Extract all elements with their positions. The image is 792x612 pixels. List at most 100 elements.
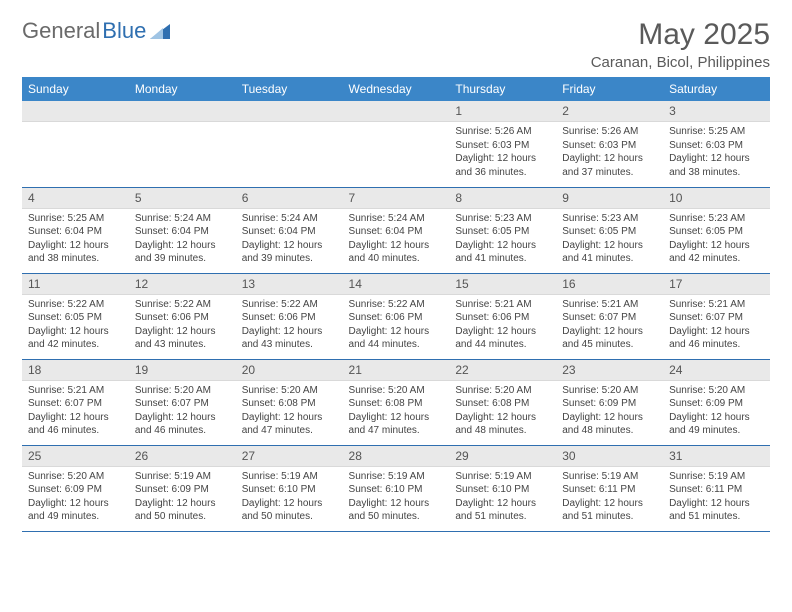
sunrise-line: Sunrise: 5:19 AM	[669, 470, 764, 484]
day-number	[343, 101, 450, 122]
calendar-cell: 23Sunrise: 5:20 AMSunset: 6:09 PMDayligh…	[556, 359, 663, 445]
calendar-week: 11Sunrise: 5:22 AMSunset: 6:05 PMDayligh…	[22, 273, 770, 359]
calendar-week: 18Sunrise: 5:21 AMSunset: 6:07 PMDayligh…	[22, 359, 770, 445]
day-body: Sunrise: 5:23 AMSunset: 6:05 PMDaylight:…	[556, 209, 663, 270]
day-number: 10	[663, 188, 770, 209]
sunrise-line: Sunrise: 5:23 AM	[455, 212, 550, 226]
month-title: May 2025	[591, 18, 770, 52]
sunset-line: Sunset: 6:03 PM	[455, 139, 550, 153]
brand-part1: General	[22, 18, 100, 44]
brand-part2: Blue	[102, 18, 146, 44]
calendar-cell: 31Sunrise: 5:19 AMSunset: 6:11 PMDayligh…	[663, 445, 770, 531]
day-body: Sunrise: 5:24 AMSunset: 6:04 PMDaylight:…	[343, 209, 450, 270]
calendar-cell	[129, 101, 236, 187]
day-body: Sunrise: 5:19 AMSunset: 6:10 PMDaylight:…	[449, 467, 556, 528]
day-number	[236, 101, 343, 122]
sunrise-line: Sunrise: 5:26 AM	[455, 125, 550, 139]
day-body: Sunrise: 5:20 AMSunset: 6:09 PMDaylight:…	[556, 381, 663, 442]
daylight-line: Daylight: 12 hours and 38 minutes.	[669, 152, 764, 179]
sunset-line: Sunset: 6:05 PM	[669, 225, 764, 239]
day-number: 14	[343, 274, 450, 295]
day-body: Sunrise: 5:25 AMSunset: 6:04 PMDaylight:…	[22, 209, 129, 270]
sunset-line: Sunset: 6:08 PM	[455, 397, 550, 411]
day-body: Sunrise: 5:22 AMSunset: 6:06 PMDaylight:…	[129, 295, 236, 356]
calendar-cell: 12Sunrise: 5:22 AMSunset: 6:06 PMDayligh…	[129, 273, 236, 359]
day-number: 29	[449, 446, 556, 467]
sunrise-line: Sunrise: 5:20 AM	[349, 384, 444, 398]
sunset-line: Sunset: 6:09 PM	[669, 397, 764, 411]
day-body: Sunrise: 5:21 AMSunset: 6:06 PMDaylight:…	[449, 295, 556, 356]
sunrise-line: Sunrise: 5:20 AM	[562, 384, 657, 398]
sunset-line: Sunset: 6:09 PM	[135, 483, 230, 497]
sunrise-line: Sunrise: 5:22 AM	[28, 298, 123, 312]
daylight-line: Daylight: 12 hours and 48 minutes.	[455, 411, 550, 438]
sunset-line: Sunset: 6:06 PM	[455, 311, 550, 325]
daylight-line: Daylight: 12 hours and 48 minutes.	[562, 411, 657, 438]
day-number: 25	[22, 446, 129, 467]
sunrise-line: Sunrise: 5:24 AM	[242, 212, 337, 226]
day-number: 28	[343, 446, 450, 467]
calendar-cell: 1Sunrise: 5:26 AMSunset: 6:03 PMDaylight…	[449, 101, 556, 187]
day-number: 16	[556, 274, 663, 295]
calendar-week: 4Sunrise: 5:25 AMSunset: 6:04 PMDaylight…	[22, 187, 770, 273]
weekday-header: Monday	[129, 77, 236, 101]
daylight-line: Daylight: 12 hours and 37 minutes.	[562, 152, 657, 179]
weekday-header: Sunday	[22, 77, 129, 101]
day-number: 4	[22, 188, 129, 209]
day-body: Sunrise: 5:22 AMSunset: 6:06 PMDaylight:…	[236, 295, 343, 356]
sunset-line: Sunset: 6:05 PM	[28, 311, 123, 325]
daylight-line: Daylight: 12 hours and 43 minutes.	[135, 325, 230, 352]
weekday-header: Saturday	[663, 77, 770, 101]
daylight-line: Daylight: 12 hours and 49 minutes.	[28, 497, 123, 524]
day-body: Sunrise: 5:22 AMSunset: 6:05 PMDaylight:…	[22, 295, 129, 356]
sunset-line: Sunset: 6:09 PM	[28, 483, 123, 497]
daylight-line: Daylight: 12 hours and 47 minutes.	[349, 411, 444, 438]
sunset-line: Sunset: 6:06 PM	[135, 311, 230, 325]
sunset-line: Sunset: 6:09 PM	[562, 397, 657, 411]
daylight-line: Daylight: 12 hours and 49 minutes.	[669, 411, 764, 438]
weekday-header: Thursday	[449, 77, 556, 101]
daylight-line: Daylight: 12 hours and 38 minutes.	[28, 239, 123, 266]
sunrise-line: Sunrise: 5:25 AM	[669, 125, 764, 139]
sunrise-line: Sunrise: 5:22 AM	[349, 298, 444, 312]
sunset-line: Sunset: 6:10 PM	[349, 483, 444, 497]
sunset-line: Sunset: 6:07 PM	[669, 311, 764, 325]
location: Caranan, Bicol, Philippines	[591, 54, 770, 71]
sunrise-line: Sunrise: 5:19 AM	[455, 470, 550, 484]
sunrise-line: Sunrise: 5:19 AM	[135, 470, 230, 484]
sunrise-line: Sunrise: 5:20 AM	[455, 384, 550, 398]
day-number: 24	[663, 360, 770, 381]
daylight-line: Daylight: 12 hours and 39 minutes.	[135, 239, 230, 266]
sunset-line: Sunset: 6:08 PM	[349, 397, 444, 411]
daylight-line: Daylight: 12 hours and 46 minutes.	[669, 325, 764, 352]
day-body: Sunrise: 5:26 AMSunset: 6:03 PMDaylight:…	[449, 122, 556, 183]
calendar-cell: 19Sunrise: 5:20 AMSunset: 6:07 PMDayligh…	[129, 359, 236, 445]
calendar-cell: 13Sunrise: 5:22 AMSunset: 6:06 PMDayligh…	[236, 273, 343, 359]
weekday-header: Friday	[556, 77, 663, 101]
day-number: 5	[129, 188, 236, 209]
sunset-line: Sunset: 6:03 PM	[562, 139, 657, 153]
sunset-line: Sunset: 6:05 PM	[562, 225, 657, 239]
sunrise-line: Sunrise: 5:19 AM	[242, 470, 337, 484]
day-number	[22, 101, 129, 122]
sunrise-line: Sunrise: 5:21 AM	[562, 298, 657, 312]
sunrise-line: Sunrise: 5:25 AM	[28, 212, 123, 226]
day-number: 31	[663, 446, 770, 467]
day-body: Sunrise: 5:22 AMSunset: 6:06 PMDaylight:…	[343, 295, 450, 356]
sail-icon	[150, 22, 172, 40]
daylight-line: Daylight: 12 hours and 50 minutes.	[349, 497, 444, 524]
daylight-line: Daylight: 12 hours and 41 minutes.	[455, 239, 550, 266]
sunrise-line: Sunrise: 5:20 AM	[28, 470, 123, 484]
sunrise-line: Sunrise: 5:20 AM	[242, 384, 337, 398]
sunset-line: Sunset: 6:04 PM	[242, 225, 337, 239]
day-number: 7	[343, 188, 450, 209]
day-body: Sunrise: 5:19 AMSunset: 6:11 PMDaylight:…	[556, 467, 663, 528]
sunset-line: Sunset: 6:03 PM	[669, 139, 764, 153]
calendar-week: 25Sunrise: 5:20 AMSunset: 6:09 PMDayligh…	[22, 445, 770, 531]
day-number: 18	[22, 360, 129, 381]
calendar-cell: 18Sunrise: 5:21 AMSunset: 6:07 PMDayligh…	[22, 359, 129, 445]
daylight-line: Daylight: 12 hours and 39 minutes.	[242, 239, 337, 266]
calendar-table: Sunday Monday Tuesday Wednesday Thursday…	[22, 77, 770, 532]
sunrise-line: Sunrise: 5:24 AM	[135, 212, 230, 226]
calendar-cell: 29Sunrise: 5:19 AMSunset: 6:10 PMDayligh…	[449, 445, 556, 531]
